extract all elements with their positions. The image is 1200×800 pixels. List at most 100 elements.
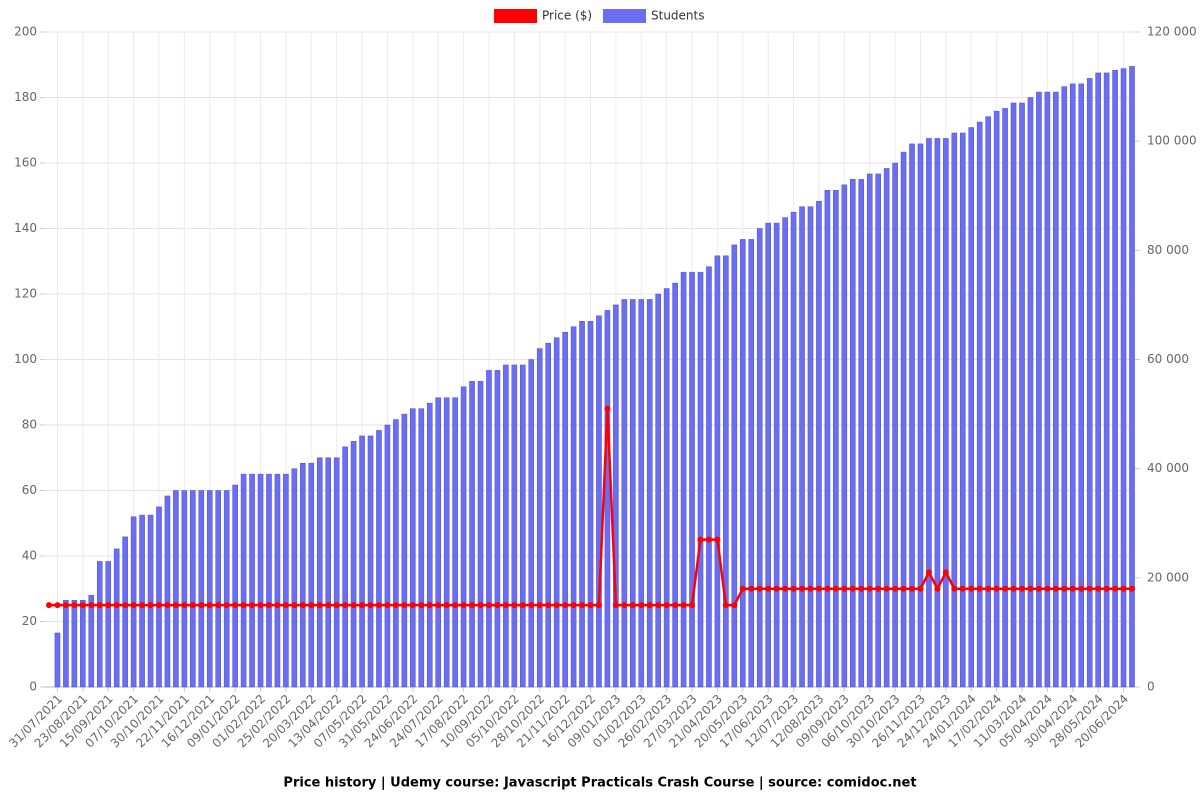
price-point	[655, 602, 662, 609]
price-point	[1095, 585, 1102, 592]
bar	[223, 490, 230, 688]
price-point	[274, 602, 281, 609]
price-point	[1069, 585, 1076, 592]
price-point	[249, 602, 256, 609]
price-point	[1061, 585, 1068, 592]
bar	[435, 397, 441, 688]
price-point	[181, 602, 188, 609]
bar	[486, 370, 492, 688]
y-tick-label: 140	[14, 221, 37, 235]
bar	[240, 473, 247, 688]
bar	[342, 446, 348, 688]
price-point	[113, 602, 120, 609]
bar	[689, 271, 695, 688]
bar	[520, 364, 526, 688]
bar	[1019, 102, 1025, 688]
price-point	[88, 602, 95, 609]
price-point	[858, 585, 865, 592]
price-point	[587, 602, 594, 609]
bar	[410, 408, 416, 688]
y-tick-label: 40	[22, 549, 37, 563]
price-point	[790, 585, 797, 592]
price-point	[511, 602, 518, 609]
price-point	[401, 602, 408, 609]
bar	[63, 599, 69, 688]
legend-label: Price ($)	[542, 9, 592, 23]
price-point	[291, 602, 298, 609]
bar	[714, 255, 721, 688]
price-point	[892, 585, 899, 592]
price-point	[206, 602, 213, 609]
bar	[511, 364, 518, 688]
bar	[367, 435, 374, 688]
price-point	[308, 602, 315, 609]
bar	[460, 386, 467, 688]
bar	[232, 484, 238, 688]
price-point	[452, 602, 459, 609]
price-point	[621, 602, 628, 609]
price-point	[1019, 585, 1026, 592]
bar	[697, 271, 704, 688]
bar	[283, 473, 289, 688]
bar	[731, 244, 738, 688]
bar	[883, 168, 890, 688]
bar	[646, 299, 653, 688]
bar	[866, 173, 873, 688]
bar	[393, 419, 399, 688]
price-point	[663, 602, 670, 609]
bar	[316, 457, 323, 688]
bar	[850, 179, 856, 688]
price-point	[257, 602, 264, 609]
bar	[968, 127, 975, 688]
price-point	[325, 602, 332, 609]
price-point	[105, 602, 112, 609]
legend-label: Students	[651, 9, 705, 23]
bar	[630, 299, 636, 688]
price-point	[959, 585, 966, 592]
bar	[130, 516, 137, 688]
price-point	[799, 585, 806, 592]
bar	[190, 490, 196, 688]
bar	[1002, 108, 1008, 688]
bar	[266, 473, 272, 688]
y2-tick-label: 100 000	[1147, 134, 1197, 148]
bar	[88, 595, 95, 688]
price-point	[553, 602, 560, 609]
price-point	[689, 602, 696, 609]
bar	[113, 548, 120, 688]
price-point	[951, 585, 958, 592]
price-point	[604, 405, 611, 412]
price-point	[502, 602, 509, 609]
bar	[858, 179, 865, 688]
bar	[54, 632, 61, 688]
price-point	[54, 602, 61, 609]
price-point	[722, 602, 729, 609]
bar	[562, 331, 568, 688]
bar	[782, 217, 788, 688]
bar	[494, 370, 501, 688]
price-point	[1129, 585, 1135, 592]
price-point	[1120, 585, 1127, 592]
y2-tick-label: 0	[1147, 680, 1155, 694]
price-point	[545, 602, 552, 609]
bar	[875, 173, 881, 688]
bar	[426, 402, 433, 688]
bar	[934, 138, 941, 688]
price-point	[460, 602, 467, 609]
bar	[748, 239, 755, 688]
bar	[291, 468, 298, 688]
price-point	[765, 585, 772, 592]
price-point	[139, 602, 146, 609]
price-point	[71, 602, 78, 609]
bar	[993, 110, 1000, 688]
price-point	[215, 602, 222, 609]
bar	[147, 514, 154, 688]
y2-tick-label: 20 000	[1147, 570, 1189, 584]
bar	[706, 266, 712, 688]
bar	[807, 206, 814, 688]
bar	[909, 143, 915, 688]
bar	[376, 430, 382, 688]
bar	[325, 457, 331, 688]
bar	[350, 441, 357, 688]
